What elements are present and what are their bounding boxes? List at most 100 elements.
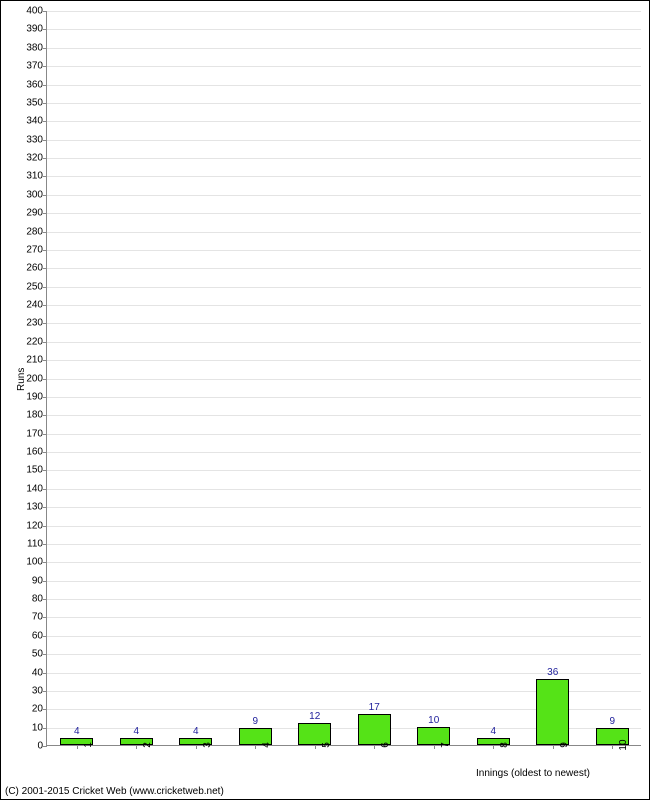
- gridline-h: [47, 489, 641, 490]
- y-tick-label: 290: [26, 208, 47, 219]
- y-tick-label: 330: [26, 134, 47, 145]
- gridline-h: [47, 121, 641, 122]
- y-tick-label: 60: [32, 630, 47, 641]
- gridline-h: [47, 11, 641, 12]
- copyright-text: (C) 2001-2015 Cricket Web (www.cricketwe…: [5, 786, 224, 797]
- x-tick-label: 3: [196, 742, 213, 748]
- y-tick-label: 50: [32, 649, 47, 660]
- y-tick-label: 210: [26, 355, 47, 366]
- bar: 36: [536, 679, 569, 745]
- gridline-h: [47, 158, 641, 159]
- y-tick-label: 130: [26, 502, 47, 513]
- y-tick-label: 400: [26, 6, 47, 17]
- x-tick-label: 6: [374, 742, 391, 748]
- gridline-h: [47, 342, 641, 343]
- gridline-h: [47, 452, 641, 453]
- y-tick-label: 190: [26, 391, 47, 402]
- y-tick-label: 280: [26, 226, 47, 237]
- x-tick-label: 5: [315, 742, 332, 748]
- x-tick-label: 9: [553, 742, 570, 748]
- gridline-h: [47, 599, 641, 600]
- y-tick-label: 10: [32, 722, 47, 733]
- y-axis-label: Runs: [16, 367, 27, 390]
- y-tick-label: 40: [32, 667, 47, 678]
- bar-value-label: 36: [547, 667, 558, 680]
- y-tick-label: 340: [26, 116, 47, 127]
- gridline-h: [47, 526, 641, 527]
- y-tick-label: 260: [26, 263, 47, 274]
- bar-value-label: 4: [74, 726, 80, 739]
- gridline-h: [47, 360, 641, 361]
- bar-value-label: 10: [428, 715, 439, 728]
- y-tick-label: 310: [26, 171, 47, 182]
- gridline-h: [47, 140, 641, 141]
- y-tick-label: 180: [26, 410, 47, 421]
- gridline-h: [47, 562, 641, 563]
- bar-value-label: 9: [609, 716, 615, 729]
- y-tick-label: 360: [26, 79, 47, 90]
- gridline-h: [47, 323, 641, 324]
- x-tick-label: 4: [255, 742, 272, 748]
- y-tick-label: 110: [27, 538, 47, 549]
- gridline-h: [47, 176, 641, 177]
- y-tick-label: 250: [26, 281, 47, 292]
- x-tick-label: 7: [434, 742, 451, 748]
- y-tick-label: 350: [26, 97, 47, 108]
- gridline-h: [47, 617, 641, 618]
- y-tick-label: 240: [26, 300, 47, 311]
- y-tick-label: 100: [26, 557, 47, 568]
- y-tick-label: 170: [26, 428, 47, 439]
- gridline-h: [47, 415, 641, 416]
- y-tick-label: 30: [32, 685, 47, 696]
- gridline-h: [47, 581, 641, 582]
- bar-value-label: 9: [252, 716, 258, 729]
- bar-value-label: 4: [193, 726, 199, 739]
- bar-value-label: 4: [133, 726, 139, 739]
- gridline-h: [47, 379, 641, 380]
- bar: 17: [358, 714, 391, 745]
- gridline-h: [47, 434, 641, 435]
- y-tick-label: 200: [26, 373, 47, 384]
- y-tick-label: 20: [32, 704, 47, 715]
- gridline-h: [47, 654, 641, 655]
- gridline-h: [47, 85, 641, 86]
- y-tick-label: 160: [26, 447, 47, 458]
- y-tick-label: 220: [26, 336, 47, 347]
- gridline-h: [47, 48, 641, 49]
- y-tick-label: 120: [26, 520, 47, 531]
- y-tick-label: 0: [37, 741, 47, 752]
- gridline-h: [47, 195, 641, 196]
- y-tick-label: 70: [32, 612, 47, 623]
- gridline-h: [47, 305, 641, 306]
- x-tick-label: 8: [493, 742, 510, 748]
- gridline-h: [47, 66, 641, 67]
- gridline-h: [47, 250, 641, 251]
- gridline-h: [47, 470, 641, 471]
- y-tick-label: 380: [26, 42, 47, 53]
- y-tick-label: 390: [26, 24, 47, 35]
- bar-value-label: 17: [369, 702, 380, 715]
- plot-area: 0102030405060708090100110120130140150160…: [46, 11, 641, 746]
- y-tick-label: 370: [26, 61, 47, 72]
- chart-container: 0 10 20 30 40 50 60 70 80 90 100 110 120 130 140 150 160…: [0, 0, 650, 800]
- bar-value-label: 4: [490, 726, 496, 739]
- gridline-h: [47, 636, 641, 637]
- x-tick-label: 10: [612, 739, 629, 750]
- y-tick-label: 270: [26, 244, 47, 255]
- y-tick-label: 150: [26, 465, 47, 476]
- gridline-h: [47, 213, 641, 214]
- gridline-h: [47, 397, 641, 398]
- y-tick-label: 300: [26, 189, 47, 200]
- x-axis-label: Innings (oldest to newest): [476, 768, 590, 779]
- gridline-h: [47, 29, 641, 30]
- bar-value-label: 12: [309, 711, 320, 724]
- y-tick-label: 80: [32, 594, 47, 605]
- y-tick-label: 320: [26, 153, 47, 164]
- y-tick-label: 140: [26, 483, 47, 494]
- y-tick-label: 90: [32, 575, 47, 586]
- gridline-h: [47, 507, 641, 508]
- gridline-h: [47, 287, 641, 288]
- x-tick-label: 2: [136, 742, 153, 748]
- y-tick-label: 230: [26, 318, 47, 329]
- gridline-h: [47, 544, 641, 545]
